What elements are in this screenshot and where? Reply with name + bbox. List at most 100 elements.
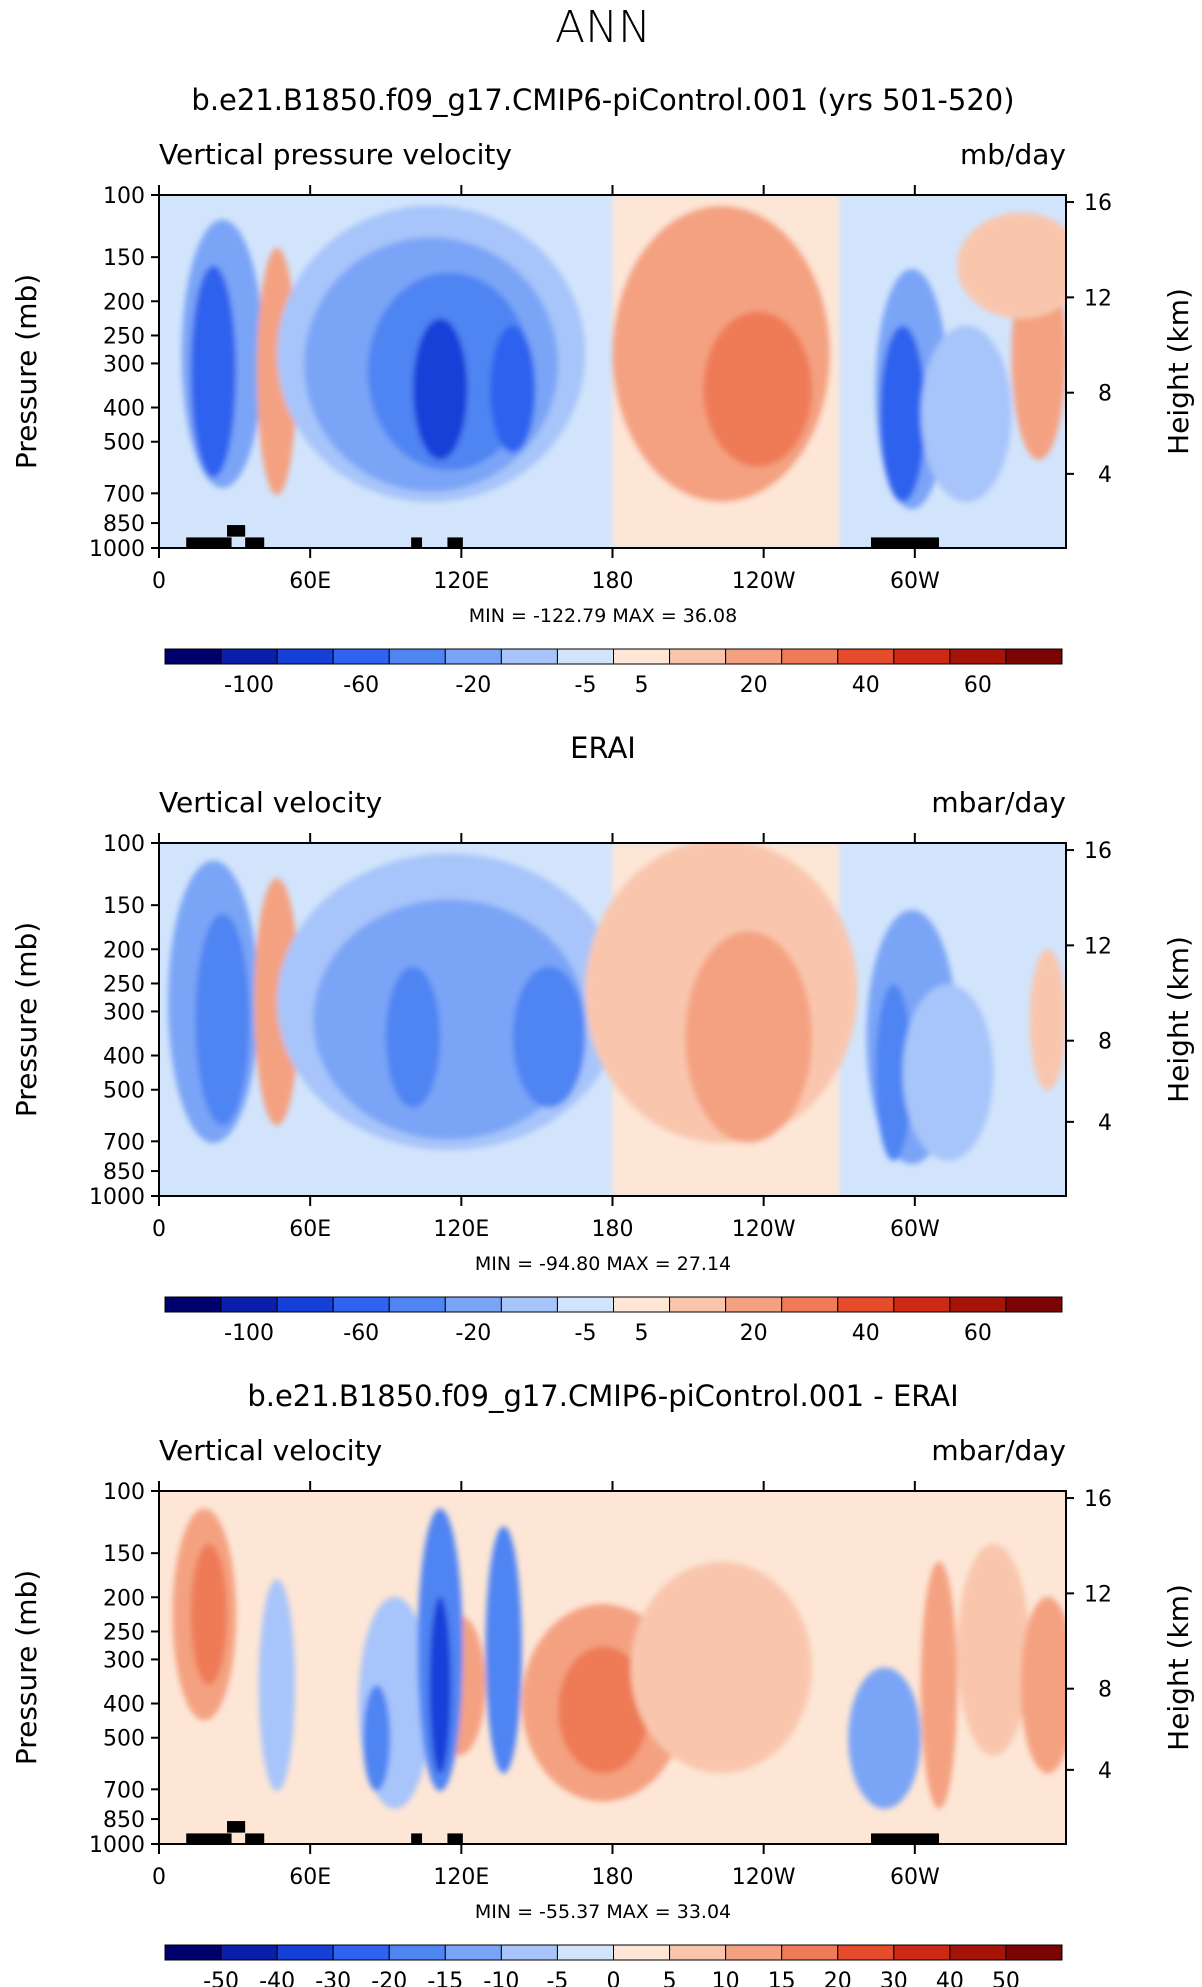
y-tick-label: 400 xyxy=(103,1045,145,1070)
colorbar-swatch xyxy=(332,1296,390,1313)
y-right-tick-label: 4 xyxy=(1098,1759,1112,1784)
y-right-tick-label: 4 xyxy=(1098,463,1112,488)
x-tick-label: 60E xyxy=(289,569,331,594)
y-tick-label: 150 xyxy=(103,246,145,271)
colorbar-swatch xyxy=(556,1296,614,1313)
y-tick-label: 300 xyxy=(103,1648,145,1673)
colorbar-label: -40 xyxy=(259,1969,295,1987)
colorbar-swatch xyxy=(781,648,839,665)
contour-region xyxy=(957,1543,1030,1756)
colorbar-label: 0 xyxy=(607,1969,621,1987)
colorbar-label: -15 xyxy=(427,1969,463,1987)
contour-region xyxy=(703,311,813,467)
colorbar-label: 40 xyxy=(936,1969,964,1987)
colorbar-swatch xyxy=(1005,1944,1063,1961)
topography-mask xyxy=(245,1833,265,1845)
colorbar-swatch xyxy=(893,1296,951,1313)
contour-region xyxy=(920,1561,958,1809)
contour-region xyxy=(512,966,586,1108)
panels: b.e21.B1850.f09_g17.CMIP6-piControl.001 … xyxy=(10,83,1195,1987)
colorbar-label: 60 xyxy=(964,1321,992,1346)
contour-region xyxy=(490,325,536,453)
contour-region xyxy=(630,1561,813,1774)
panel-units-label: mb/day xyxy=(960,138,1066,171)
y-tick-label: 200 xyxy=(103,1586,145,1611)
colorbar-swatch xyxy=(388,1944,446,1961)
y-axis-label: Pressure (mb) xyxy=(10,922,43,1117)
max-prefix: MAX = xyxy=(600,1253,676,1275)
y-tick-label: 700 xyxy=(103,1778,145,1803)
colorbar-swatch xyxy=(725,648,783,665)
y-tick-label: 1000 xyxy=(89,1185,145,1210)
topography-mask xyxy=(411,1833,423,1845)
y-right-tick-label: 8 xyxy=(1098,382,1112,407)
colorbar-label: -5 xyxy=(546,1969,568,1987)
panel-1: b.e21.B1850.f09_g17.CMIP6-piControl.001 … xyxy=(10,83,1195,698)
contour-region xyxy=(258,1579,296,1792)
colorbar-swatch xyxy=(164,648,222,665)
y-tick-label: 400 xyxy=(103,397,145,422)
colorbar-swatch xyxy=(388,648,446,665)
colorbar-label: 5 xyxy=(635,1321,649,1346)
colorbar-swatch xyxy=(837,1944,895,1961)
y-tick-label: 100 xyxy=(103,184,145,209)
y-axis-label-right: Height (km) xyxy=(1162,1584,1195,1751)
y-tick-label: 250 xyxy=(103,972,145,997)
colorbar-swatch xyxy=(220,1944,278,1961)
figure-title: ANN xyxy=(555,2,651,53)
y-right-tick-label: 8 xyxy=(1098,1030,1112,1055)
colorbar-swatch xyxy=(444,648,502,665)
y-axis-label: Pressure (mb) xyxy=(10,1570,43,1765)
y-axis-label-right: Height (km) xyxy=(1162,288,1195,455)
colorbar-label: 40 xyxy=(852,673,880,698)
contour-region xyxy=(385,966,441,1108)
contour-region xyxy=(190,265,237,478)
contour-region xyxy=(848,1667,921,1809)
colorbar-label: -60 xyxy=(343,673,379,698)
min-max-line: MIN = -122.79 MAX = 36.08 xyxy=(469,605,737,627)
min-value: -94.80 xyxy=(539,1253,600,1275)
y-tick-label: 1000 xyxy=(89,537,145,562)
min-value: -55.37 xyxy=(539,1901,600,1923)
colorbar-swatch xyxy=(781,1296,839,1313)
y-tick-label: 150 xyxy=(103,894,145,919)
panel-variable-label: Vertical velocity xyxy=(159,1434,382,1467)
colorbar-swatch xyxy=(220,648,278,665)
colorbar-swatch xyxy=(164,1296,222,1313)
colorbar-swatch xyxy=(1005,648,1063,665)
x-tick-label: 120E xyxy=(433,1217,489,1242)
topography-mask xyxy=(870,537,940,549)
min-max-line: MIN = -94.80 MAX = 27.14 xyxy=(475,1253,731,1275)
x-tick-label: 60W xyxy=(890,569,940,594)
panel-title: ERAI xyxy=(570,731,636,765)
colorbar-label: 50 xyxy=(992,1969,1020,1987)
max-prefix: MAX = xyxy=(606,605,682,627)
colorbar-label: 20 xyxy=(824,1969,852,1987)
colorbar-swatch xyxy=(332,1944,390,1961)
colorbar-swatch xyxy=(669,648,727,665)
topography-mask xyxy=(447,537,463,549)
colorbar-label: -20 xyxy=(455,1321,491,1346)
panel-title: b.e21.B1850.f09_g17.CMIP6-piControl.001 … xyxy=(247,1379,958,1413)
colorbar-label: -60 xyxy=(343,1321,379,1346)
y-tick-label: 850 xyxy=(103,1160,145,1185)
min-prefix: MIN = xyxy=(469,605,533,627)
colorbar-swatch xyxy=(556,648,614,665)
max-value: 33.04 xyxy=(677,1901,731,1923)
colorbar-swatch xyxy=(388,1296,446,1313)
colorbar-label: -100 xyxy=(224,673,274,698)
colorbar-swatch xyxy=(500,648,558,665)
y-axis-label-right: Height (km) xyxy=(1162,936,1195,1103)
x-tick-label: 0 xyxy=(152,1217,166,1242)
topography-mask xyxy=(186,1833,232,1845)
panel-title: b.e21.B1850.f09_g17.CMIP6-piControl.001 … xyxy=(191,83,1014,117)
y-right-tick-label: 8 xyxy=(1098,1678,1112,1703)
colorbar-swatch xyxy=(725,1296,783,1313)
contour-region xyxy=(313,899,586,1140)
colorbar-swatch xyxy=(276,1296,334,1313)
colorbar-swatch xyxy=(220,1296,278,1313)
colorbar-label: -20 xyxy=(455,673,491,698)
y-right-tick-label: 16 xyxy=(1084,839,1112,864)
